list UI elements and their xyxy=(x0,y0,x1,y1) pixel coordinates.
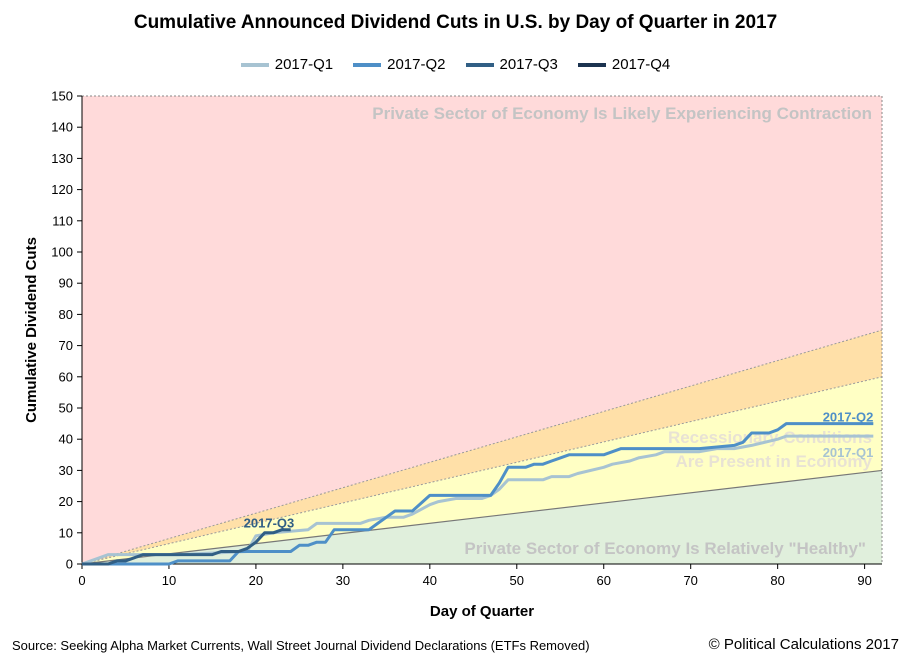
zone-band-0 xyxy=(82,96,882,564)
x-tick-label: 0 xyxy=(78,573,85,588)
y-tick-label: 70 xyxy=(59,338,73,353)
zone-label-healthy: Private Sector of Economy Is Relatively … xyxy=(464,539,866,558)
legend-swatch-q3 xyxy=(465,62,494,67)
x-axis-title: Day of Quarter xyxy=(430,603,534,620)
legend: 2017-Q1 2017-Q2 2017-Q3 2017-Q4 xyxy=(0,56,911,73)
y-tick-label: 150 xyxy=(51,89,73,104)
y-tick-label: 100 xyxy=(51,245,73,260)
source-note: Source: Seeking Alpha Market Currents, W… xyxy=(12,638,590,653)
y-tick-label: 90 xyxy=(59,276,73,291)
zone-boundary-1 xyxy=(81,376,883,565)
x-tick-label: 90 xyxy=(857,573,871,588)
zone-label-recession-line2: Are Present in Economy xyxy=(675,452,872,471)
zone-label-recession-line1: Recessionary Conditions xyxy=(668,428,872,447)
y-tick-label: 40 xyxy=(59,432,73,447)
zone-boundary-2 xyxy=(81,469,883,565)
x-tick-label: 30 xyxy=(336,573,350,588)
y-tick-label: 0 xyxy=(66,557,73,572)
chart-title: Cumulative Announced Dividend Cuts in U.… xyxy=(133,12,778,33)
x-tick-label: 10 xyxy=(162,573,176,588)
legend-swatch-q1 xyxy=(240,62,269,67)
legend-label-q1: 2017-Q1 xyxy=(274,56,334,73)
x-tick-label: 60 xyxy=(597,573,611,588)
zone-label-contraction: Private Sector of Economy Is Likely Expe… xyxy=(372,104,872,123)
y-tick-label: 120 xyxy=(51,182,73,197)
series-line-2017-q2 xyxy=(82,422,874,566)
legend-item-q4: 2017-Q4 xyxy=(577,56,671,73)
x-tick-label: 20 xyxy=(249,573,263,588)
series-annotation-2017-q2: 2017-Q2 xyxy=(823,409,874,424)
legend-swatch-q2 xyxy=(353,62,382,67)
x-tick-label: 70 xyxy=(683,573,697,588)
x-tick-label: 50 xyxy=(510,573,524,588)
y-tick-label: 80 xyxy=(59,307,73,322)
y-tick-label: 60 xyxy=(59,369,73,384)
copyright: © Political Calculations 2017 xyxy=(708,636,899,653)
y-axis-title: Cumulative Dividend Cuts xyxy=(23,237,40,423)
y-tick-label: 130 xyxy=(51,151,73,166)
x-tick-label: 80 xyxy=(770,573,784,588)
legend-label-q2: 2017-Q2 xyxy=(387,56,446,73)
y-tick-label: 30 xyxy=(59,463,73,478)
series-annotation-2017-q3: 2017-Q3 xyxy=(244,515,295,530)
y-tick-label: 140 xyxy=(51,120,73,135)
x-tick-label: 40 xyxy=(423,573,437,588)
legend-label-q3: 2017-Q3 xyxy=(499,56,558,73)
y-tick-label: 110 xyxy=(52,213,73,228)
legend-swatch-q4 xyxy=(577,62,606,67)
y-tick-label: 10 xyxy=(59,525,73,540)
legend-item-q3: 2017-Q3 xyxy=(465,56,558,73)
series-line-2017-q3 xyxy=(82,528,291,566)
zone-boundary-0 xyxy=(81,329,883,565)
series-annotation-2017-q1: 2017-Q1 xyxy=(823,445,874,460)
legend-item-q2: 2017-Q2 xyxy=(353,56,446,73)
y-tick-label: 50 xyxy=(59,401,73,416)
y-tick-label: 20 xyxy=(59,494,73,509)
legend-item-q1: 2017-Q1 xyxy=(240,56,334,73)
legend-label-q4: 2017-Q4 xyxy=(611,56,671,73)
